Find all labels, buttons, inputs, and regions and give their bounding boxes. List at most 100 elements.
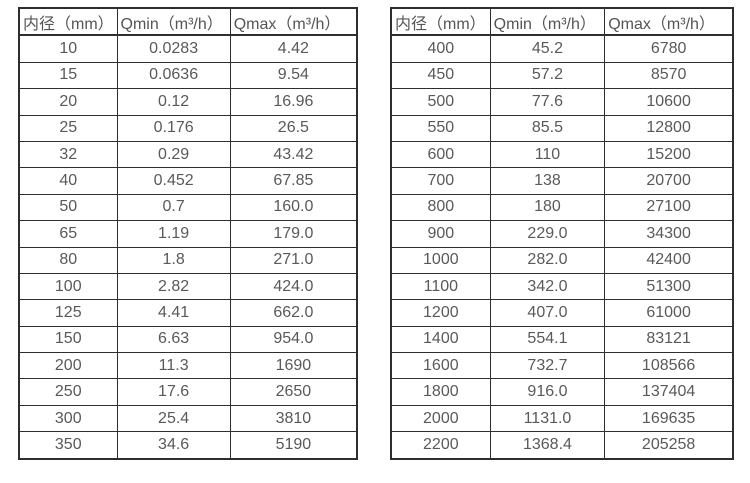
data-cell: 3810 (229, 404, 358, 433)
data-cell: 407.0 (489, 299, 606, 327)
table-row: 2200 1368.4 205258 (390, 431, 734, 460)
data-cell: 4.42 (229, 34, 358, 63)
data-cell: 282.0 (489, 246, 606, 274)
table-row: 20 0.12 16.96 (18, 88, 358, 116)
table-row: 25 0.176 26.5 (18, 114, 358, 142)
data-cell: 80 (18, 246, 118, 274)
data-cell: 51300 (604, 272, 734, 301)
data-cell: 205258 (604, 431, 734, 460)
data-cell: 2000 (390, 404, 491, 433)
data-cell: 0.29 (116, 140, 231, 169)
data-cell: 34.6 (116, 431, 231, 460)
data-cell: 26.5 (229, 114, 358, 142)
data-cell: 0.12 (116, 88, 231, 116)
data-cell: 6.63 (116, 325, 231, 354)
data-cell: 0.0283 (116, 34, 231, 63)
data-cell: 20700 (604, 167, 734, 195)
table-row: 300 25.4 3810 (18, 404, 358, 433)
data-cell: 400 (390, 34, 491, 63)
data-cell: 160.0 (229, 193, 358, 222)
header-cell-1: Qmin（m³/h） (489, 7, 606, 37)
data-cell: 100 (18, 272, 118, 301)
flow-table-right: 内径（mm） Qmin（m³/h） Qmax（m³/h） 400 45.2 6780 45… (390, 7, 734, 460)
data-cell: 9.54 (229, 61, 358, 90)
header-row: 内径（mm） Qmin（m³/h） Qmax（m³/h） (390, 7, 734, 37)
data-cell: 4.41 (116, 299, 231, 327)
data-cell: 45.2 (489, 34, 606, 63)
data-cell: 15 (18, 61, 118, 90)
data-cell: 1600 (390, 352, 491, 380)
data-cell: 11.3 (116, 352, 231, 380)
data-cell: 179.0 (229, 220, 358, 248)
header-cell-0: 内径（mm） (390, 7, 491, 37)
data-cell: 200 (18, 352, 118, 380)
table-row: 1100 342.0 51300 (390, 272, 734, 301)
data-cell: 1.19 (116, 220, 231, 248)
data-cell: 342.0 (489, 272, 606, 301)
table-row: 500 77.6 10600 (390, 88, 734, 116)
data-cell: 42400 (604, 246, 734, 274)
data-cell: 550 (390, 114, 491, 142)
table-row: 2000 1131.0 169635 (390, 404, 734, 433)
data-cell: 1131.0 (489, 404, 606, 433)
data-cell: 169635 (604, 404, 734, 433)
data-cell: 700 (390, 167, 491, 195)
data-cell: 138 (489, 167, 606, 195)
table-row: 350 34.6 5190 (18, 431, 358, 460)
table-row: 250 17.6 2650 (18, 378, 358, 406)
data-cell: 12800 (604, 114, 734, 142)
table-row: 65 1.19 179.0 (18, 220, 358, 248)
table-row: 1200 407.0 61000 (390, 299, 734, 327)
data-cell: 125 (18, 299, 118, 327)
data-cell: 954.0 (229, 325, 358, 354)
data-cell: 10 (18, 34, 118, 63)
table-row: 700 138 20700 (390, 167, 734, 195)
table-row: 450 57.2 8570 (390, 61, 734, 90)
data-cell: 85.5 (489, 114, 606, 142)
data-cell: 554.1 (489, 325, 606, 354)
header-row: 内径（mm） Qmin（m³/h） Qmax（m³/h） (18, 7, 358, 37)
data-cell: 2650 (229, 378, 358, 406)
header-cell-0: 内径（mm） (18, 7, 118, 37)
data-cell: 17.6 (116, 378, 231, 406)
data-cell: 662.0 (229, 299, 358, 327)
data-cell: 900 (390, 220, 491, 248)
data-cell: 32 (18, 140, 118, 169)
header-cell-2: Qmax（m³/h） (604, 7, 734, 37)
table-row: 1000 282.0 42400 (390, 246, 734, 274)
data-cell: 40 (18, 167, 118, 195)
table-row: 550 85.5 12800 (390, 114, 734, 142)
data-cell: 250 (18, 378, 118, 406)
data-cell: 180 (489, 193, 606, 222)
data-cell: 83121 (604, 325, 734, 354)
data-cell: 8570 (604, 61, 734, 90)
data-cell: 110 (489, 140, 606, 169)
table-row: 80 1.8 271.0 (18, 246, 358, 274)
data-cell: 1800 (390, 378, 491, 406)
data-cell: 150 (18, 325, 118, 354)
data-cell: 229.0 (489, 220, 606, 248)
table-row: 40 0.452 67.85 (18, 167, 358, 195)
data-cell: 43.42 (229, 140, 358, 169)
header-cell-2: Qmax（m³/h） (229, 7, 358, 37)
data-cell: 1368.4 (489, 431, 606, 460)
data-cell: 5190 (229, 431, 358, 460)
table-row: 800 180 27100 (390, 193, 734, 222)
data-cell: 6780 (604, 34, 734, 63)
data-cell: 108566 (604, 352, 734, 380)
table-row: 50 0.7 160.0 (18, 193, 358, 222)
data-cell: 50 (18, 193, 118, 222)
data-cell: 2.82 (116, 272, 231, 301)
data-cell: 1100 (390, 272, 491, 301)
data-cell: 15200 (604, 140, 734, 169)
data-cell: 34300 (604, 220, 734, 248)
data-cell: 25.4 (116, 404, 231, 433)
data-cell: 10600 (604, 88, 734, 116)
data-cell: 77.6 (489, 88, 606, 116)
data-cell: 0.0636 (116, 61, 231, 90)
data-cell: 16.96 (229, 88, 358, 116)
data-cell: 800 (390, 193, 491, 222)
table-row: 900 229.0 34300 (390, 220, 734, 248)
table-row: 1600 732.7 108566 (390, 352, 734, 380)
data-cell: 0.7 (116, 193, 231, 222)
